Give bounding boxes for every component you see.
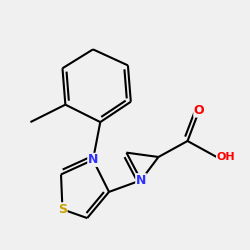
Text: OH: OH bbox=[216, 152, 235, 162]
Text: N: N bbox=[88, 154, 98, 166]
Text: S: S bbox=[58, 203, 67, 216]
Text: O: O bbox=[194, 104, 204, 117]
Text: N: N bbox=[136, 174, 146, 187]
